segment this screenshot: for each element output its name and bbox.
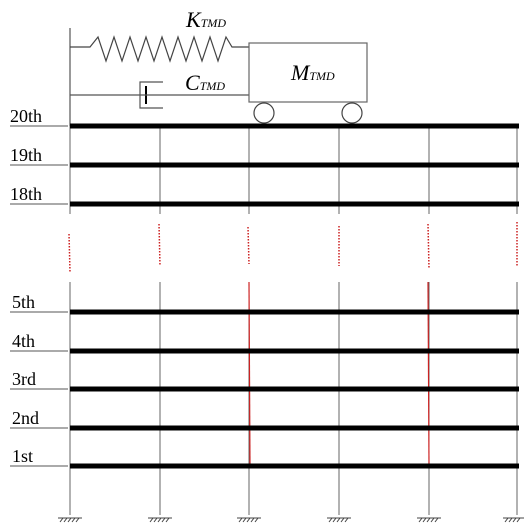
frame-lower-slabs <box>70 309 519 469</box>
tmd-mass-block <box>248 42 368 103</box>
damper-label: CTMD <box>185 70 225 95</box>
tmd-spring <box>70 35 249 63</box>
floor-label-4th: 4th <box>12 331 35 351</box>
fixed-support <box>58 517 82 523</box>
frame-lower-columns <box>69 281 518 515</box>
floor-label-3rd: 3rd <box>12 369 36 389</box>
floor-labels: 20th 19th 18th 5th 4th 3rd 2nd 1st <box>10 106 42 466</box>
fixed-support <box>503 517 524 523</box>
floor-label-18th: 18th <box>10 184 42 204</box>
fixed-support <box>237 517 261 523</box>
ground-supports <box>58 517 524 523</box>
spring-label: KTMD <box>185 7 226 32</box>
tmd-device: KTMD CTMD MTMD <box>69 7 368 126</box>
fixed-support <box>148 517 172 523</box>
floor-label-20th: 20th <box>10 106 42 126</box>
tmd-wheel-left <box>253 102 275 124</box>
tmd-wheel-right <box>341 102 363 124</box>
break-mark <box>247 226 250 265</box>
frame-upper-columns <box>69 126 518 214</box>
break-mark <box>427 223 430 269</box>
floor-label-1st: 1st <box>12 446 33 466</box>
break-mark <box>158 223 161 267</box>
floor-label-19th: 19th <box>10 145 42 165</box>
floor-arrows <box>10 125 68 467</box>
break-marks <box>68 222 518 273</box>
mass-label: MTMD <box>290 60 335 85</box>
fixed-support <box>327 517 351 523</box>
floor-label-2nd: 2nd <box>12 408 39 428</box>
break-mark <box>68 233 71 273</box>
fixed-support <box>417 517 441 523</box>
floor-label-5th: 5th <box>12 292 35 312</box>
frame-upper-slabs <box>70 123 519 207</box>
